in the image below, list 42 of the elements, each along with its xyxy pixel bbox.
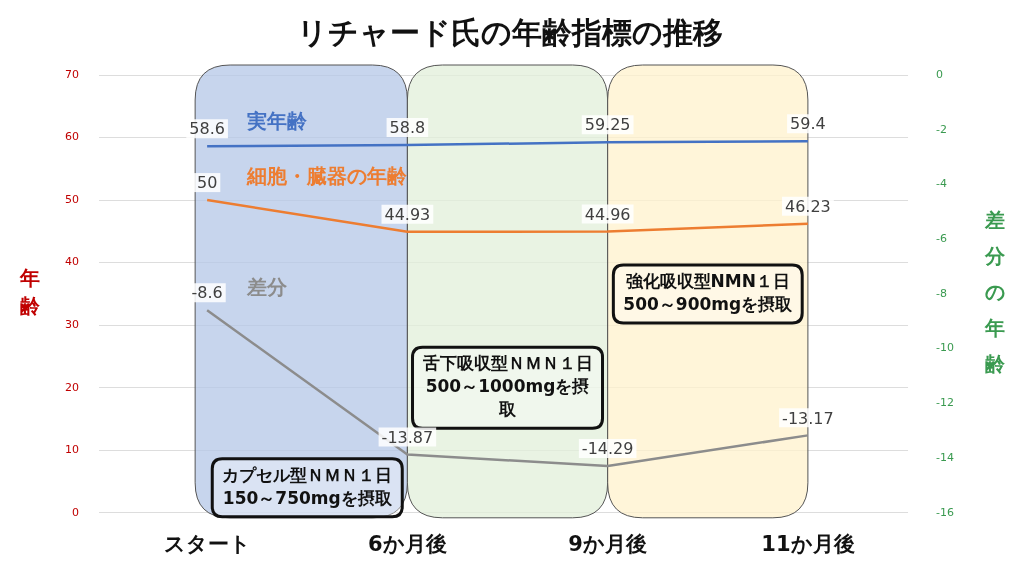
y-tick-label: 70 [65, 67, 79, 81]
data-label: -14.29 [581, 439, 634, 459]
chart-title: リチャード氏の年齢指標の推移 [296, 14, 723, 50]
data-label: 58.8 [389, 118, 426, 138]
data-label: 46.23 [785, 196, 831, 216]
x-tick-label: 9か月後 [568, 531, 647, 556]
y-tick-label: 10 [65, 443, 79, 457]
x-tick-label: スタート [163, 531, 251, 556]
data-label: 58.6 [189, 119, 225, 139]
y2-tick-label: -16 [936, 505, 954, 519]
y-tick-label: 20 [65, 380, 79, 394]
y2-tick-label: -8 [936, 286, 947, 300]
band-label: 強化吸収型NMN１日500～900mgを摂取 [623, 270, 794, 314]
series-label: 細胞・臓器の年齢 [246, 164, 409, 189]
data-label: 59.4 [790, 114, 826, 134]
x-tick-label: 6か月後 [368, 531, 447, 556]
y2-tick-label: -10 [936, 341, 954, 355]
band-label: カプセル型ＮＭＮ１日150～750mgを摂取 [222, 464, 393, 508]
data-label: -13.17 [782, 408, 834, 428]
y2-tick-label: -2 [936, 122, 947, 136]
y-tick-label: 60 [65, 130, 79, 144]
y2-tick-label: -14 [936, 450, 954, 464]
data-label: -13.87 [381, 427, 434, 447]
y-tick-label: 40 [65, 255, 79, 269]
data-label: 50 [196, 173, 218, 193]
y2-axis-title: 差分の年齢 [984, 208, 1006, 377]
y2-tick-label: -12 [936, 396, 954, 410]
series-label: 実年齢 [246, 109, 309, 134]
band-label: 舌下吸収型ＮＭＮ１日500～1000mgを摂取 [421, 353, 593, 420]
y-axis-title: 年齢 [19, 266, 41, 319]
data-label: 44.93 [384, 204, 431, 224]
y-tick-label: 30 [65, 318, 79, 332]
x-tick-label: 11か月後 [761, 531, 855, 556]
data-label: -8.6 [191, 283, 223, 303]
y2-tick-label: 0 [936, 67, 944, 81]
y2-tick-label: -4 [936, 177, 947, 191]
data-label: 44.96 [584, 204, 631, 224]
data-label: 59.25 [584, 115, 631, 135]
y-tick-label: 50 [65, 192, 79, 206]
series-label: 差分 [246, 274, 289, 299]
y-tick-label: 0 [72, 505, 79, 519]
y2-tick-label: -6 [936, 232, 947, 246]
